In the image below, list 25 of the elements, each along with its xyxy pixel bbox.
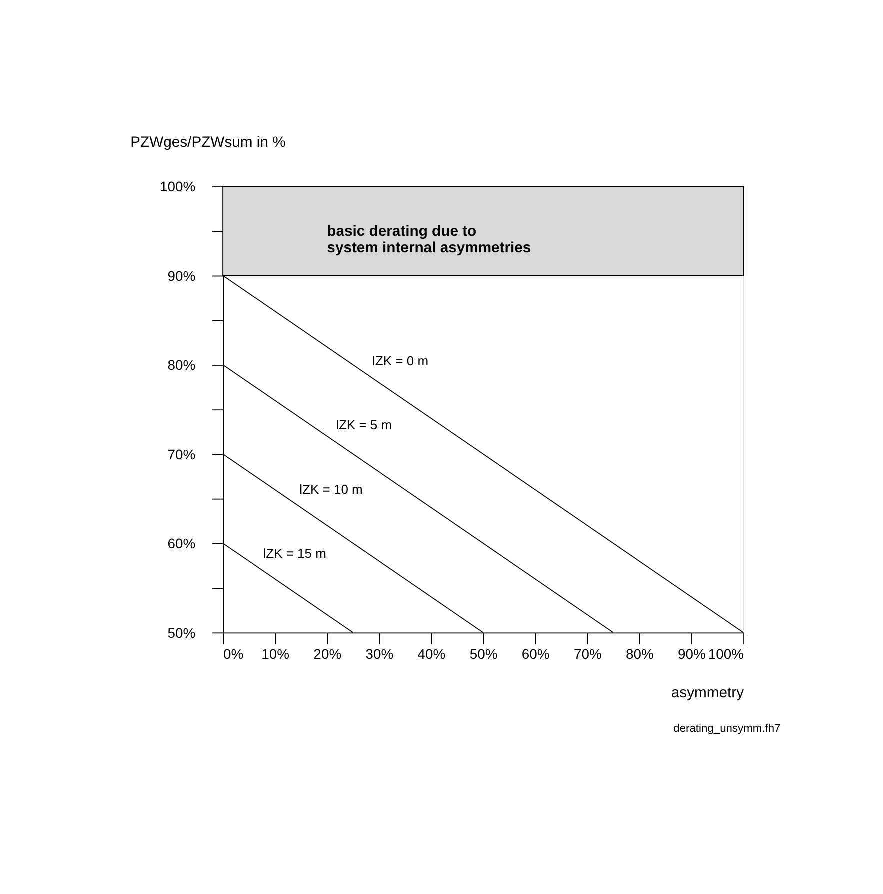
x-tick-label: 30%: [366, 646, 394, 662]
x-tick-label: 0%: [224, 646, 244, 662]
x-tick-label: 40%: [418, 646, 446, 662]
series-label: lZK = 15 m: [263, 546, 326, 562]
x-tick-label: 70%: [574, 646, 602, 662]
y-tick-label: 50%: [168, 624, 196, 641]
y-tick-label: 60%: [168, 536, 196, 552]
y-tick-label: 70%: [168, 446, 196, 462]
x-tick-label: 60%: [522, 646, 550, 662]
band-label: basic derating due to system internal asymmetries: [327, 224, 532, 257]
y-axis-title: PZWges/PZWsum in %: [130, 135, 286, 152]
x-tick-label: 50%: [470, 646, 498, 662]
text: derating_unsymm.fh7: [674, 723, 781, 736]
x-tick-label: 80%: [626, 646, 654, 662]
y-tick-label: 90%: [168, 268, 196, 284]
y-tick-label: 100%: [160, 178, 196, 195]
y-tick-label: 80%: [168, 357, 196, 374]
x-tick-label: 100%: [708, 646, 744, 662]
x-tick-label: 10%: [262, 646, 290, 662]
x-axis-title: asymmetry: [671, 685, 745, 702]
x-tick-label: 90%: [678, 646, 706, 662]
series-label: lZK = 10 m: [300, 482, 363, 497]
x-tick-label: 20%: [314, 646, 342, 662]
series-label: lZK = 0 m: [372, 354, 429, 368]
series-label: lZK = 5 m: [336, 418, 392, 433]
